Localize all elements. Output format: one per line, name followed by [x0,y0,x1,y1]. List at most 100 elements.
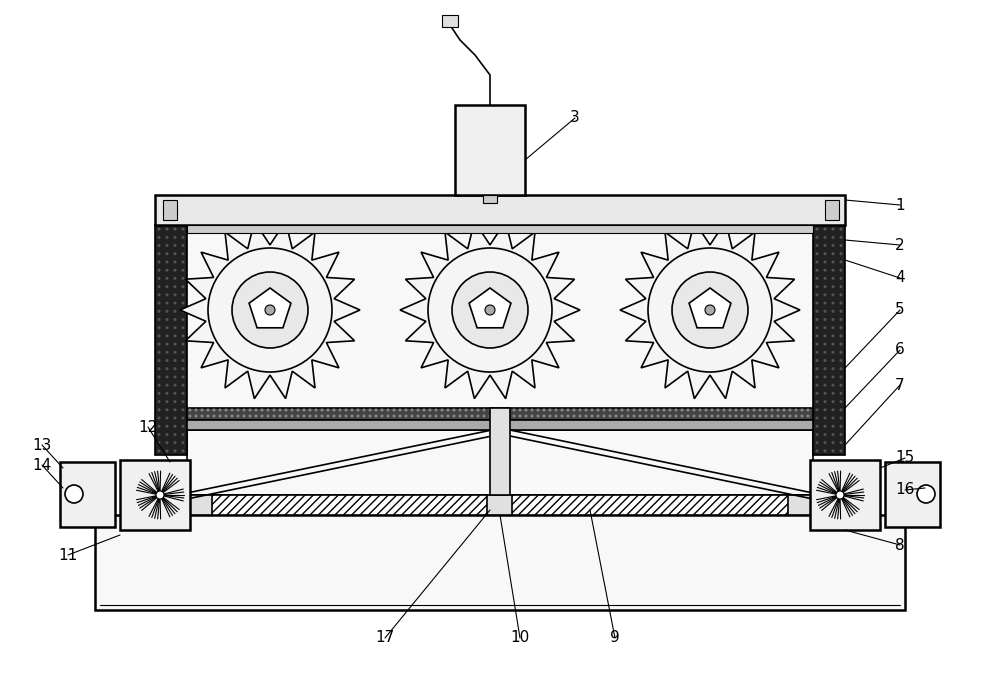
Circle shape [174,384,176,387]
Circle shape [816,424,818,428]
Circle shape [770,408,774,412]
Circle shape [584,408,588,412]
Circle shape [386,414,390,418]
Circle shape [392,408,396,412]
Polygon shape [249,288,291,328]
Circle shape [800,408,804,412]
Circle shape [207,414,210,418]
Circle shape [824,227,826,231]
Circle shape [507,408,510,412]
Circle shape [158,416,160,420]
Circle shape [722,414,726,418]
Circle shape [166,285,168,288]
Circle shape [158,384,160,387]
Circle shape [816,326,818,329]
Circle shape [174,424,176,428]
Circle shape [166,433,168,436]
Circle shape [158,236,160,239]
Circle shape [338,408,342,412]
Circle shape [290,414,294,418]
Circle shape [182,253,184,255]
Circle shape [668,408,672,412]
Circle shape [832,392,834,395]
Text: 17: 17 [375,630,395,645]
Circle shape [224,414,228,418]
Bar [95,515,905,610]
Circle shape [182,293,184,297]
Circle shape [182,310,184,313]
Circle shape [816,318,818,321]
Bar [813,225,845,455]
Circle shape [840,227,842,231]
Circle shape [816,376,818,378]
Circle shape [824,236,826,239]
Circle shape [212,414,216,418]
Circle shape [832,244,834,247]
Circle shape [356,408,360,412]
Circle shape [158,424,160,428]
Circle shape [174,392,176,395]
Circle shape [398,414,402,418]
Circle shape [816,261,818,263]
Circle shape [166,384,168,387]
Circle shape [832,376,834,378]
Circle shape [765,408,768,412]
Circle shape [794,414,798,418]
Circle shape [824,334,826,337]
Circle shape [158,408,160,412]
Circle shape [166,359,168,362]
Circle shape [746,408,750,412]
Circle shape [482,414,486,418]
Bar [155,195,845,225]
Circle shape [806,414,810,418]
Circle shape [816,310,818,313]
Circle shape [832,384,834,387]
Circle shape [917,485,935,503]
Circle shape [158,441,160,444]
Circle shape [524,414,528,418]
Circle shape [362,414,366,418]
Circle shape [832,293,834,297]
Circle shape [840,450,842,452]
Circle shape [746,414,750,418]
Circle shape [512,408,516,412]
Circle shape [536,408,540,412]
Circle shape [174,367,176,370]
Circle shape [578,414,582,418]
Circle shape [230,408,234,412]
Circle shape [788,408,792,412]
Circle shape [200,408,204,412]
Circle shape [816,450,818,452]
Circle shape [824,433,826,436]
Circle shape [824,367,826,370]
Circle shape [816,293,818,297]
Circle shape [302,408,306,412]
Bar [187,225,813,233]
Circle shape [428,414,432,418]
Circle shape [770,414,774,418]
Circle shape [824,416,826,420]
Circle shape [166,376,168,378]
Circle shape [674,408,678,412]
Circle shape [705,305,715,315]
Circle shape [832,359,834,362]
Circle shape [65,485,83,503]
Circle shape [194,408,198,412]
Circle shape [840,261,842,263]
Circle shape [824,244,826,247]
Circle shape [782,408,786,412]
Text: 8: 8 [895,538,905,552]
Circle shape [158,310,160,313]
Circle shape [650,414,654,418]
Circle shape [656,408,660,412]
Bar [483,195,497,203]
Circle shape [840,326,842,329]
Circle shape [698,414,702,418]
Circle shape [158,301,160,305]
Circle shape [824,384,826,387]
Circle shape [344,408,348,412]
Circle shape [158,343,160,345]
Circle shape [620,414,624,418]
Circle shape [471,408,474,412]
Circle shape [422,408,426,412]
